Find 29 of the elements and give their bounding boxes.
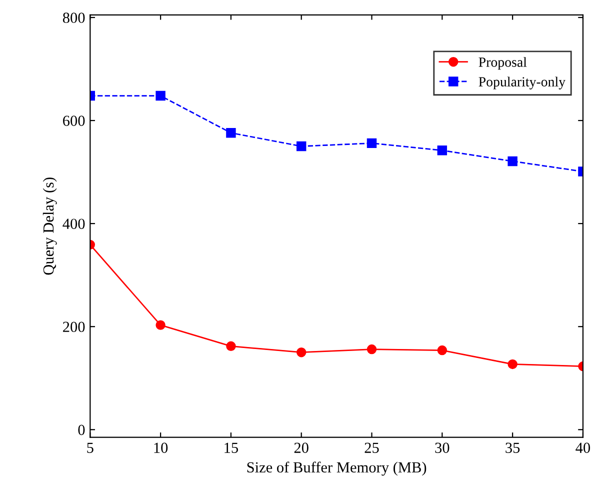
x-tick-label: 35: [506, 442, 520, 453]
y-tick-label: 0: [78, 424, 85, 436]
x-tick-label: 10: [154, 442, 168, 453]
point: [437, 146, 448, 156]
point: [508, 359, 518, 370]
legend-label: Proposal: [478, 57, 527, 70]
point: [156, 320, 166, 330]
x-tick-label: 20: [294, 442, 308, 453]
point: [366, 138, 377, 148]
y-tick-label: 800: [62, 12, 85, 23]
x-tick-label: 5: [87, 442, 94, 453]
x-tick-label: 15: [224, 442, 238, 453]
point: [296, 141, 306, 152]
y-tick-label: 600: [63, 116, 85, 126]
x-tick-label: 40: [576, 442, 590, 453]
point: [508, 156, 518, 166]
point: [366, 344, 377, 354]
x-tick-label: 30: [435, 442, 450, 453]
y-axis-title: Query Delay (s): [42, 178, 57, 275]
point: [226, 341, 236, 352]
x-axis-title: Size of Buffer Memory (MB): [247, 462, 426, 476]
point: [437, 345, 448, 356]
point: [156, 90, 166, 101]
point: [296, 347, 306, 358]
y-tick-label: 200: [63, 322, 85, 332]
point: [226, 128, 236, 138]
y-tick-label: 400: [62, 218, 85, 230]
x-tick-label: 25: [364, 442, 379, 453]
legend-label: Popularity-only: [478, 76, 566, 90]
